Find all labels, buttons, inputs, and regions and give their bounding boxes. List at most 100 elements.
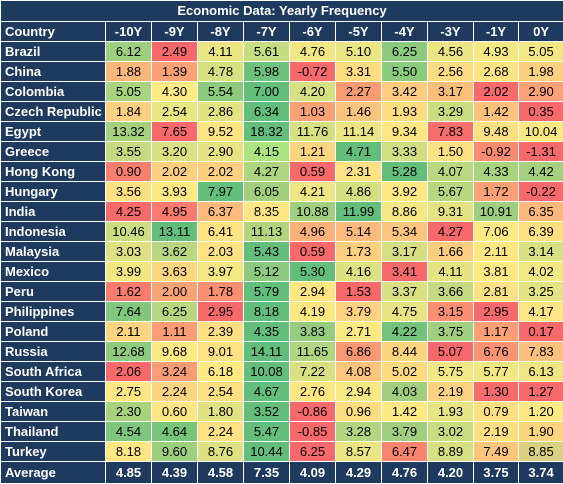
- data-cell: 4.17: [519, 302, 563, 322]
- data-cell: 5.50: [382, 62, 428, 82]
- data-cell: 1.39: [152, 62, 198, 82]
- data-cell: 2.02: [474, 82, 519, 102]
- data-cell: 1.72: [474, 182, 519, 202]
- country-name: Czech Republic: [1, 102, 106, 122]
- data-cell: 4.96: [290, 222, 336, 242]
- data-cell: 8.44: [382, 342, 428, 362]
- data-cell: 5.54: [198, 82, 244, 102]
- data-cell: 7.97: [198, 182, 244, 202]
- data-cell: 4.95: [152, 202, 198, 222]
- data-cell: 3.55: [106, 142, 152, 162]
- data-cell: 3.99: [106, 262, 152, 282]
- data-cell: 6.76: [474, 342, 519, 362]
- data-cell: 1.62: [106, 282, 152, 302]
- data-cell: 1.03: [290, 102, 336, 122]
- data-cell: 8.76: [198, 442, 244, 462]
- column-header-minus-3y: -3Y: [428, 22, 474, 42]
- data-cell: 1.78: [198, 282, 244, 302]
- data-cell: 3.24: [152, 362, 198, 382]
- data-cell: 7.00: [244, 82, 290, 102]
- average-cell: 7.35: [244, 462, 290, 484]
- data-cell: 3.79: [336, 302, 382, 322]
- data-cell: 2.27: [336, 82, 382, 102]
- data-cell: 6.47: [382, 442, 428, 462]
- data-cell: 1.11: [152, 322, 198, 342]
- data-cell: 4.21: [290, 182, 336, 202]
- column-header-minus-6y: -6Y: [290, 22, 336, 42]
- country-name: Egypt: [1, 122, 106, 142]
- data-cell: 10.91: [474, 202, 519, 222]
- average-cell: 4.85: [106, 462, 152, 484]
- data-cell: 5.67: [428, 182, 474, 202]
- data-cell: -1.31: [519, 142, 563, 162]
- data-cell: 2.19: [474, 422, 519, 442]
- column-header-minus-5y: -5Y: [336, 22, 382, 42]
- data-cell: 7.22: [290, 362, 336, 382]
- data-cell: 4.35: [244, 322, 290, 342]
- data-cell: 5.02: [382, 362, 428, 382]
- data-cell: 9.68: [152, 342, 198, 362]
- data-cell: 3.56: [106, 182, 152, 202]
- data-cell: 1.27: [519, 382, 563, 402]
- column-header-minus-1y: -1Y: [474, 22, 519, 42]
- data-cell: 4.03: [382, 382, 428, 402]
- data-cell: 10.88: [290, 202, 336, 222]
- data-cell: 3.25: [519, 282, 563, 302]
- data-cell: 3.31: [336, 62, 382, 82]
- data-cell: 1.73: [336, 242, 382, 262]
- data-cell: 1.30: [474, 382, 519, 402]
- data-cell: 3.15: [428, 302, 474, 322]
- data-cell: 1.20: [519, 402, 563, 422]
- data-cell: 6.37: [198, 202, 244, 222]
- data-cell: 3.02: [428, 422, 474, 442]
- country-name: Indonesia: [1, 222, 106, 242]
- data-cell: 6.25: [290, 442, 336, 462]
- data-cell: 13.32: [106, 122, 152, 142]
- data-cell: 2.86: [198, 102, 244, 122]
- data-cell: 3.92: [382, 182, 428, 202]
- data-cell: 11.65: [290, 342, 336, 362]
- country-name: Greece: [1, 142, 106, 162]
- data-cell: 2.54: [198, 382, 244, 402]
- data-cell: 10.08: [244, 362, 290, 382]
- data-cell: 4.27: [428, 222, 474, 242]
- data-cell: 1.53: [336, 282, 382, 302]
- data-cell: 14.11: [244, 342, 290, 362]
- data-cell: 6.25: [382, 42, 428, 62]
- country-name: Brazil: [1, 42, 106, 62]
- data-cell: 5.61: [244, 42, 290, 62]
- data-cell: 2.94: [290, 282, 336, 302]
- data-cell: 4.71: [336, 142, 382, 162]
- data-cell: 4.42: [519, 162, 563, 182]
- data-cell: 3.42: [382, 82, 428, 102]
- data-cell: 8.86: [382, 202, 428, 222]
- average-cell: 4.20: [428, 462, 474, 484]
- data-cell: 8.89: [428, 442, 474, 462]
- average-cell: 4.76: [382, 462, 428, 484]
- data-cell: 3.17: [428, 82, 474, 102]
- data-cell: -0.85: [290, 422, 336, 442]
- data-cell: 2.02: [152, 162, 198, 182]
- average-cell: 4.29: [336, 462, 382, 484]
- data-cell: 3.79: [382, 422, 428, 442]
- data-cell: 4.11: [198, 42, 244, 62]
- data-cell: 5.14: [336, 222, 382, 242]
- column-header-minus-7y: -7Y: [244, 22, 290, 42]
- data-cell: 7.64: [106, 302, 152, 322]
- data-cell: 10.04: [519, 122, 563, 142]
- data-cell: 0.79: [474, 402, 519, 422]
- data-cell: 2.71: [336, 322, 382, 342]
- data-cell: 6.35: [519, 202, 563, 222]
- data-cell: 3.29: [428, 102, 474, 122]
